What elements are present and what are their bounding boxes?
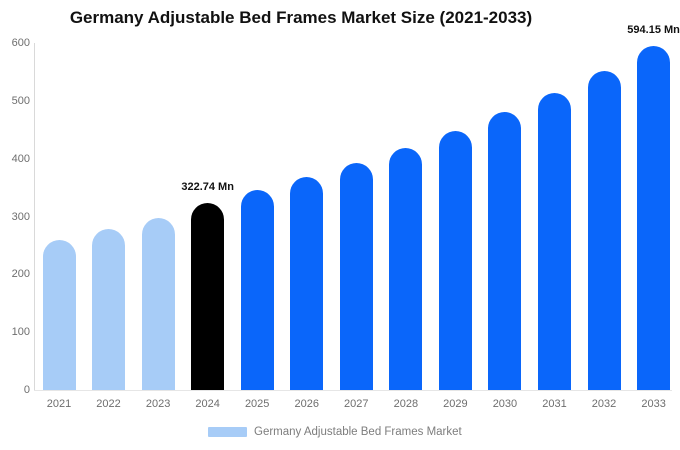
y-tick-label-300: 300 xyxy=(11,210,30,223)
bar-2028[interactable] xyxy=(389,148,423,390)
bar-2021[interactable] xyxy=(42,239,76,390)
value-label-2024: 322.74 Mn xyxy=(181,181,234,194)
x-tick-label-2030: 2030 xyxy=(492,398,518,410)
bar-2029[interactable] xyxy=(438,130,472,390)
y-tick-label-100: 100 xyxy=(11,326,30,339)
x-tick-label-2025: 2025 xyxy=(244,398,270,410)
y-tick-label-400: 400 xyxy=(11,152,30,165)
x-tick-label-2021: 2021 xyxy=(46,398,72,410)
bar-2033[interactable] xyxy=(637,46,671,390)
x-tick-label-2032: 2032 xyxy=(591,398,617,410)
y-axis-line xyxy=(34,43,35,390)
bar-2031[interactable] xyxy=(538,92,571,390)
chart-title: Germany Adjustable Bed Frames Market Siz… xyxy=(69,8,533,27)
value-label-2033: 594.15 Mn xyxy=(627,24,680,37)
x-tick-label-2028: 2028 xyxy=(393,398,419,410)
legend-item[interactable]: Germany Adjustable Bed Frames Market xyxy=(208,425,462,439)
x-tick-label-2026: 2026 xyxy=(294,398,319,410)
bar-2026[interactable] xyxy=(290,177,324,390)
y-tick-label-600: 600 xyxy=(11,37,30,49)
bar-2023[interactable] xyxy=(141,217,175,390)
bar-2030[interactable] xyxy=(488,111,522,390)
x-tick-label-2029: 2029 xyxy=(443,398,468,410)
x-tick-label-2033: 2033 xyxy=(641,398,666,410)
y-tick-label-500: 500 xyxy=(11,94,30,107)
x-tick-label-2024: 2024 xyxy=(195,398,220,410)
bar-2022[interactable] xyxy=(92,229,126,390)
x-tick-label-2023: 2023 xyxy=(145,398,171,410)
y-tick-label-0: 0 xyxy=(23,384,30,396)
bar-2027[interactable] xyxy=(339,162,373,390)
bar-2024[interactable] xyxy=(191,203,225,390)
bar-2025[interactable] xyxy=(240,190,274,390)
legend-swatch xyxy=(208,427,247,437)
y-tick-label-200: 200 xyxy=(11,268,30,281)
x-tick-label-2031: 2031 xyxy=(542,398,567,410)
legend-label: Germany Adjustable Bed Frames Market xyxy=(254,426,462,438)
bar-2032[interactable] xyxy=(587,70,621,390)
x-tick-label-2022: 2022 xyxy=(96,398,121,410)
x-axis-line xyxy=(34,390,672,391)
x-tick-label-2027: 2027 xyxy=(344,398,369,410)
